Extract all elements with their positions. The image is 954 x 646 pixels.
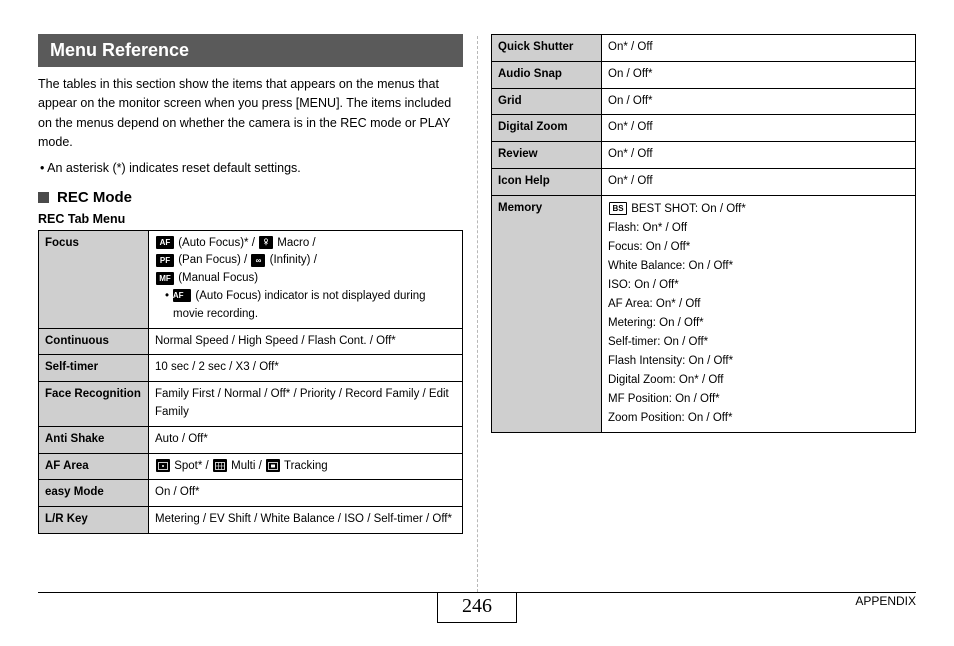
- square-bullet-icon: [38, 192, 49, 203]
- page-number: 246: [437, 593, 517, 623]
- row-key: Memory: [492, 195, 602, 432]
- text: Multi /: [228, 460, 265, 472]
- macro-icon: [259, 236, 273, 249]
- spot-icon: [156, 459, 170, 472]
- text: Tracking: [281, 460, 328, 472]
- list-item: MF Position: On / Off*: [608, 390, 909, 409]
- section-title: Menu Reference: [38, 34, 463, 67]
- table-row: Audio Snap On / Off*: [492, 61, 916, 88]
- table-row: Focus AF (Auto Focus)* / Macro / PF (Pan…: [39, 230, 463, 328]
- row-key: Digital Zoom: [492, 115, 602, 142]
- row-value: On* / Off: [602, 35, 916, 62]
- text: (Pan Focus) /: [175, 254, 250, 266]
- rec-mode-heading: REC Mode: [57, 189, 132, 206]
- row-value: On* / Off: [602, 169, 916, 196]
- table-row: Memory BS BEST SHOT: On / Off* Flash: On…: [492, 195, 916, 432]
- table-row: Self-timer 10 sec / 2 sec / X3 / Off*: [39, 355, 463, 382]
- list-item: Metering: On / Off*: [608, 314, 909, 333]
- mf-icon: MF: [156, 272, 174, 285]
- table-row: Grid On / Off*: [492, 88, 916, 115]
- list-item: White Balance: On / Off*: [608, 257, 909, 276]
- text: BEST SHOT: On / Off*: [628, 203, 746, 215]
- table-row: Digital Zoom On* / Off: [492, 115, 916, 142]
- af-icon: AF: [156, 236, 174, 249]
- intro-paragraph: The tables in this section show the item…: [38, 75, 463, 153]
- row-value: Spot* / Multi / Tracking: [149, 453, 463, 480]
- row-key: Grid: [492, 88, 602, 115]
- rec-tab-title: REC Tab Menu: [38, 212, 463, 226]
- table-row: Quick Shutter On* / Off: [492, 35, 916, 62]
- row-value: On / Off*: [602, 88, 916, 115]
- memory-list: BS BEST SHOT: On / Off* Flash: On* / Off…: [608, 200, 909, 428]
- row-value: Auto / Off*: [149, 426, 463, 453]
- column-divider: [477, 36, 478, 592]
- list-item: Digital Zoom: On* / Off: [608, 371, 909, 390]
- multi-icon: [213, 459, 227, 472]
- table-row: Icon Help On* / Off: [492, 169, 916, 196]
- table-row: Face Recognition Family First / Normal /…: [39, 382, 463, 427]
- asterisk-note: • An asterisk (*) indicates reset defaul…: [38, 161, 463, 175]
- text: (Auto Focus)* /: [175, 237, 258, 249]
- table-row: Review On* / Off: [492, 142, 916, 169]
- row-value: On* / Off: [602, 142, 916, 169]
- bullet: •: [165, 290, 172, 302]
- list-item: Flash: On* / Off: [608, 219, 909, 238]
- table-row: AF Area Spot* / Multi / Tracking: [39, 453, 463, 480]
- right-column: Quick Shutter On* / Off Audio Snap On / …: [491, 34, 916, 534]
- table-row: Continuous Normal Speed / High Speed / F…: [39, 328, 463, 355]
- table-row: L/R Key Metering / EV Shift / White Bala…: [39, 507, 463, 534]
- pf-icon: PF: [156, 254, 174, 267]
- text: (Infinity) /: [266, 254, 316, 266]
- row-key: L/R Key: [39, 507, 149, 534]
- row-key: Icon Help: [492, 169, 602, 196]
- text: Macro /: [274, 237, 316, 249]
- row-value: AF (Auto Focus)* / Macro / PF (Pan Focus…: [149, 230, 463, 328]
- row-key: easy Mode: [39, 480, 149, 507]
- infinity-icon: ∞: [251, 254, 265, 267]
- page-footer: 246: [38, 592, 916, 632]
- rec-mode-heading-row: REC Mode: [38, 189, 463, 206]
- row-key: Quick Shutter: [492, 35, 602, 62]
- row-key: Self-timer: [39, 355, 149, 382]
- list-item: AF Area: On* / Off: [608, 295, 909, 314]
- row-value: On / Off*: [602, 61, 916, 88]
- row-value: BS BEST SHOT: On / Off* Flash: On* / Off…: [602, 195, 916, 432]
- row-value: Family First / Normal / Off* / Priority …: [149, 382, 463, 427]
- row-key: AF Area: [39, 453, 149, 480]
- left-column: Menu Reference The tables in this sectio…: [38, 34, 463, 534]
- row-key: Review: [492, 142, 602, 169]
- row-key: Focus: [39, 230, 149, 328]
- row-value: 10 sec / 2 sec / X3 / Off*: [149, 355, 463, 382]
- row-value: On / Off*: [149, 480, 463, 507]
- list-item: Flash Intensity: On / Off*: [608, 352, 909, 371]
- text: (Auto Focus) indicator is not displayed …: [173, 290, 426, 320]
- rec-tab-table: Focus AF (Auto Focus)* / Macro / PF (Pan…: [38, 230, 463, 535]
- list-item: ISO: On / Off*: [608, 276, 909, 295]
- list-item: Focus: On / Off*: [608, 238, 909, 257]
- af-icon: AF: [173, 289, 191, 302]
- tracking-icon: [266, 459, 280, 472]
- table-row: Anti Shake Auto / Off*: [39, 426, 463, 453]
- row-key: Face Recognition: [39, 382, 149, 427]
- row-key: Continuous: [39, 328, 149, 355]
- list-item: Self-timer: On / Off*: [608, 333, 909, 352]
- row-value: On* / Off: [602, 115, 916, 142]
- row-value: Metering / EV Shift / White Balance / IS…: [149, 507, 463, 534]
- text: (Manual Focus): [175, 272, 258, 284]
- rec-tab-table-cont: Quick Shutter On* / Off Audio Snap On / …: [491, 34, 916, 433]
- list-item: Zoom Position: On / Off*: [608, 409, 909, 428]
- row-value: Normal Speed / High Speed / Flash Cont. …: [149, 328, 463, 355]
- bestshot-icon: BS: [609, 202, 627, 215]
- row-key: Audio Snap: [492, 61, 602, 88]
- table-row: easy Mode On / Off*: [39, 480, 463, 507]
- row-key: Anti Shake: [39, 426, 149, 453]
- text: Spot* /: [171, 460, 212, 472]
